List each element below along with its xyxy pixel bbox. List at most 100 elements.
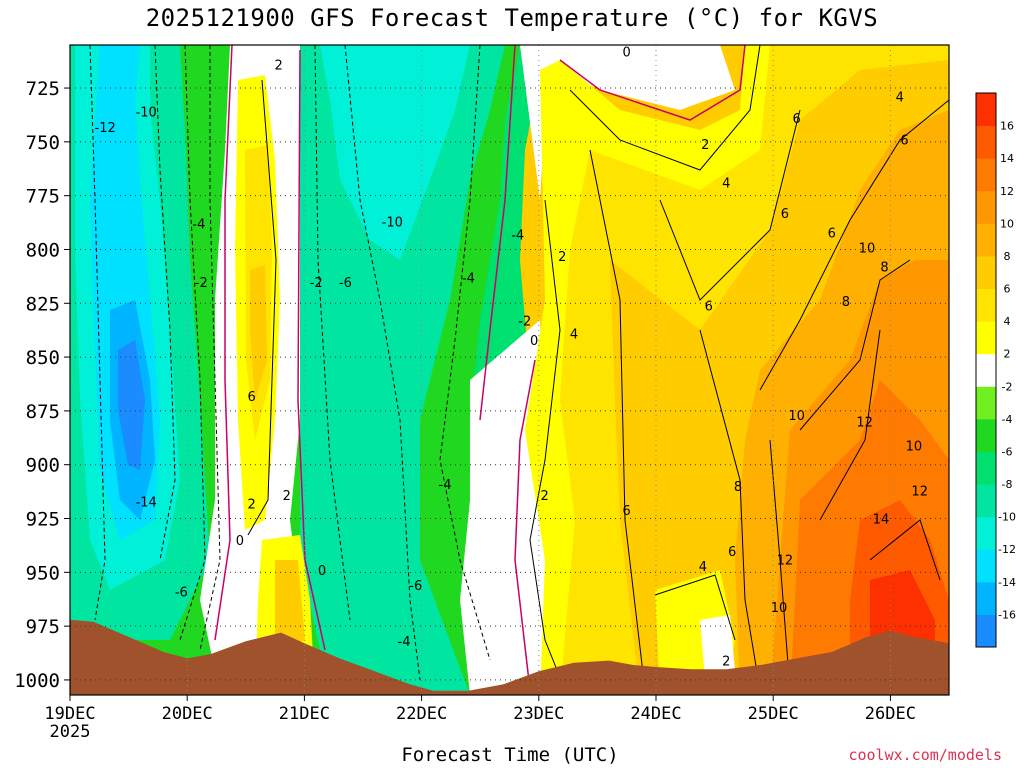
colorbar-swatch [976, 125, 996, 159]
contour-label: 14 [873, 513, 890, 528]
x-tick-label: 23DEC [513, 704, 564, 724]
contour-line [699, 329, 761, 691]
contour-label: 6 [828, 226, 836, 241]
contour-line [314, 45, 351, 621]
contour-label: 2 [283, 489, 291, 504]
colorbar-label: 2 [1004, 348, 1011, 361]
contour-line [589, 149, 646, 691]
contour-label: 8 [734, 480, 742, 495]
x-tick-label: 19DEC [44, 704, 95, 724]
contour-label: -6 [339, 276, 352, 291]
colorbar-label: 8 [1004, 250, 1011, 263]
contour-label: 2 [274, 58, 282, 73]
colorbar-label: -8 [1002, 478, 1013, 491]
contour-line [214, 45, 233, 641]
contour-labels: -12 -10 -14 -6 -4 -2 0 2 6 2 2 0 -2 -6 -10 -6 -4 -4 -4 -4 -2… [95, 45, 928, 669]
contour-label: 4 [722, 177, 730, 192]
contour-line [247, 79, 277, 536]
colorbar-swatch [976, 516, 996, 550]
y-axis: 725 750 775 800 825 850 875 900 925 950 975 1000 [14, 78, 70, 692]
contour-label: 2 [722, 655, 730, 670]
x-tick-year: 2025 [50, 722, 91, 742]
contour-label: -6 [409, 579, 422, 594]
contour-label: -4 [398, 635, 411, 650]
y-tick-label: 900 [26, 455, 60, 477]
y-tick-label: 925 [26, 509, 60, 531]
chart-title: 2025121900 GFS Forecast Temperature (°C)… [145, 4, 879, 32]
contour-label: -2 [518, 314, 531, 329]
colorbar-swatch [976, 223, 996, 257]
y-tick-label: 825 [26, 293, 60, 315]
x-tick-label: 26DEC [865, 704, 916, 724]
contour-label: 6 [792, 112, 800, 127]
contour-label: 2 [701, 138, 709, 153]
contour-line [799, 259, 911, 431]
contour-line [89, 45, 106, 621]
terrain-fill [70, 619, 949, 695]
contour-label: 0 [318, 564, 326, 579]
contour-line [344, 45, 421, 681]
contour-label: 2 [558, 250, 566, 265]
colorbar-swatch [976, 451, 996, 485]
x-tick-label: 21DEC [279, 704, 330, 724]
y-tick-label: 800 [26, 239, 60, 261]
contour-label: 8 [880, 261, 888, 276]
x-tick-label: 24DEC [630, 704, 681, 724]
colorbar-label: 4 [1004, 315, 1011, 328]
contour-label: 6 [781, 207, 789, 222]
contour-label: 8 [842, 295, 850, 310]
contour-label: 2 [248, 497, 256, 512]
contour-label: -2 [195, 276, 208, 291]
colorbar-label: -2 [1002, 380, 1013, 393]
terrain-area [70, 619, 949, 695]
colorbar-swatch [976, 321, 996, 355]
contour-label: 10 [906, 439, 923, 454]
colorbar: -16 -14 -12 -10 -8 -6 -4 -2 2 4 6 8 10 12 14 16 [975, 92, 1016, 648]
colorbar-label: -14 [998, 576, 1016, 589]
x-tick-label: 20DEC [162, 704, 213, 724]
colorbar-swatch [976, 549, 996, 583]
contour-label: 4 [570, 327, 578, 342]
contour-label: 12 [911, 485, 928, 500]
contour-label: 10 [788, 409, 805, 424]
y-tick-label: 1000 [14, 670, 60, 692]
source-credit: coolwx.com/models [848, 746, 1002, 764]
contour-label: 4 [699, 560, 707, 575]
colorbar-swatch [976, 158, 996, 192]
y-tick-label: 875 [26, 401, 60, 423]
contour-line [297, 49, 326, 651]
contour-line [479, 45, 516, 421]
y-tick-label: 975 [26, 616, 60, 638]
colorbar-swatch [976, 581, 996, 615]
colorbar-swatch [976, 418, 996, 452]
contour-label: 6 [900, 134, 908, 149]
contour-line [659, 109, 801, 301]
contour-label: 4 [896, 91, 904, 106]
contour-label: 12 [777, 553, 794, 568]
contour-label: -14 [136, 495, 157, 510]
contour-label: 0 [623, 45, 631, 60]
contour-line [819, 329, 881, 521]
contour-label: 0 [236, 534, 244, 549]
x-tick-label: 22DEC [396, 704, 447, 724]
contour-label: 6 [623, 504, 631, 519]
contour-label: -12 [95, 121, 116, 136]
contour-label: -10 [136, 106, 157, 121]
contour-label: -4 [462, 271, 475, 286]
contour-line [154, 45, 176, 561]
contour-line [654, 574, 736, 641]
colorbar-swatch [976, 386, 996, 420]
colorbar-label: -6 [1002, 445, 1013, 458]
contour-label: 6 [705, 299, 713, 314]
colorbar-label: -10 [998, 511, 1016, 524]
y-tick-label: 775 [26, 186, 60, 208]
contour-label: 6 [248, 390, 256, 405]
colorbar-swatch [976, 190, 996, 224]
x-axis: 19DEC 20DEC 21DEC 22DEC 23DEC 24DEC 25DEC 26DEC… [44, 695, 916, 742]
contour-label: -6 [175, 586, 188, 601]
colorbar-label: 12 [1000, 185, 1014, 198]
colorbar-label: 14 [1000, 152, 1014, 165]
colorbar-label: -16 [998, 608, 1016, 621]
contour-line [514, 359, 536, 691]
